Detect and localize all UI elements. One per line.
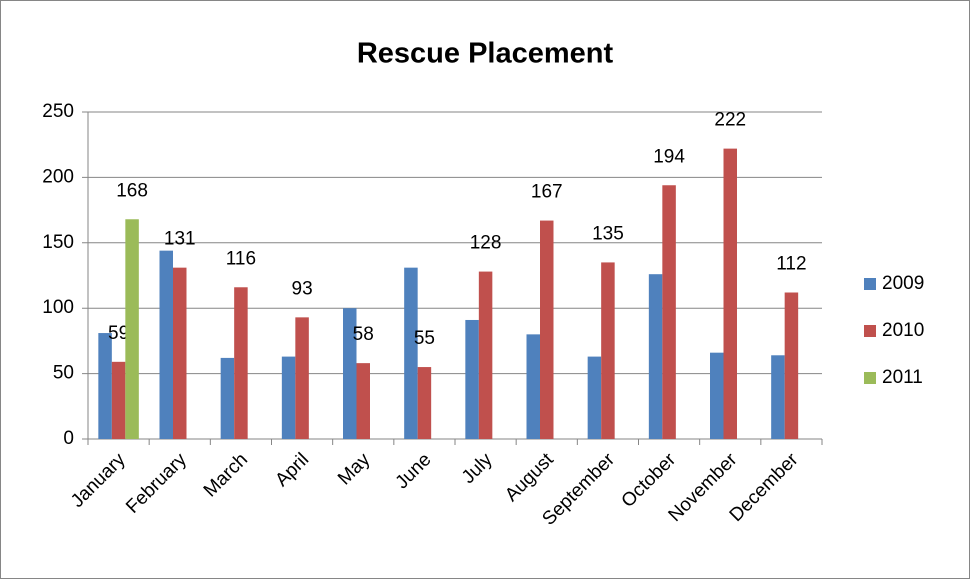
value-label: 167 [531, 182, 563, 203]
legend-swatch [864, 372, 876, 384]
bar [723, 148, 737, 439]
bar [526, 334, 540, 439]
bar [662, 185, 676, 439]
value-label: 135 [592, 223, 624, 244]
y-tick-label: 250 [42, 101, 74, 122]
y-tick-label: 0 [63, 428, 74, 449]
bar [417, 367, 432, 439]
legend-swatch [864, 278, 876, 290]
bar [648, 274, 663, 439]
bar [220, 357, 235, 439]
value-label: 112 [776, 254, 806, 275]
legend-label: 2010 [882, 320, 924, 341]
bar [295, 317, 309, 439]
value-label: 128 [470, 233, 502, 254]
value-label: 131 [164, 229, 196, 250]
bar [281, 356, 296, 439]
bar [784, 292, 799, 439]
y-tick-label: 100 [42, 297, 74, 318]
legend-swatch [864, 325, 876, 337]
chart-title: Rescue Placement [357, 38, 614, 70]
bar [173, 267, 187, 439]
y-tick-label: 150 [42, 232, 74, 253]
value-label: 168 [116, 180, 148, 201]
value-label: 222 [714, 110, 746, 131]
bar [98, 333, 112, 439]
value-label: 194 [653, 146, 685, 167]
bar [601, 262, 615, 439]
bar [125, 219, 139, 439]
bar [710, 352, 724, 439]
bar [404, 267, 418, 439]
legend-label: 2009 [882, 273, 924, 294]
y-tick-label: 50 [53, 363, 74, 384]
bar [465, 319, 479, 439]
bar [343, 308, 357, 439]
bar [540, 220, 554, 439]
y-tick-label: 200 [42, 166, 74, 187]
value-label: 116 [226, 248, 256, 269]
bar [356, 363, 370, 439]
value-label: 58 [353, 324, 374, 345]
bar [478, 271, 493, 439]
legend-label: 2011 [882, 367, 923, 388]
bar [234, 287, 248, 439]
bar [587, 356, 602, 439]
value-label: 93 [292, 278, 313, 299]
bar [159, 250, 173, 439]
bar [111, 361, 126, 439]
value-label: 55 [414, 328, 435, 349]
bar [771, 355, 785, 439]
value-label: 59 [108, 323, 129, 344]
